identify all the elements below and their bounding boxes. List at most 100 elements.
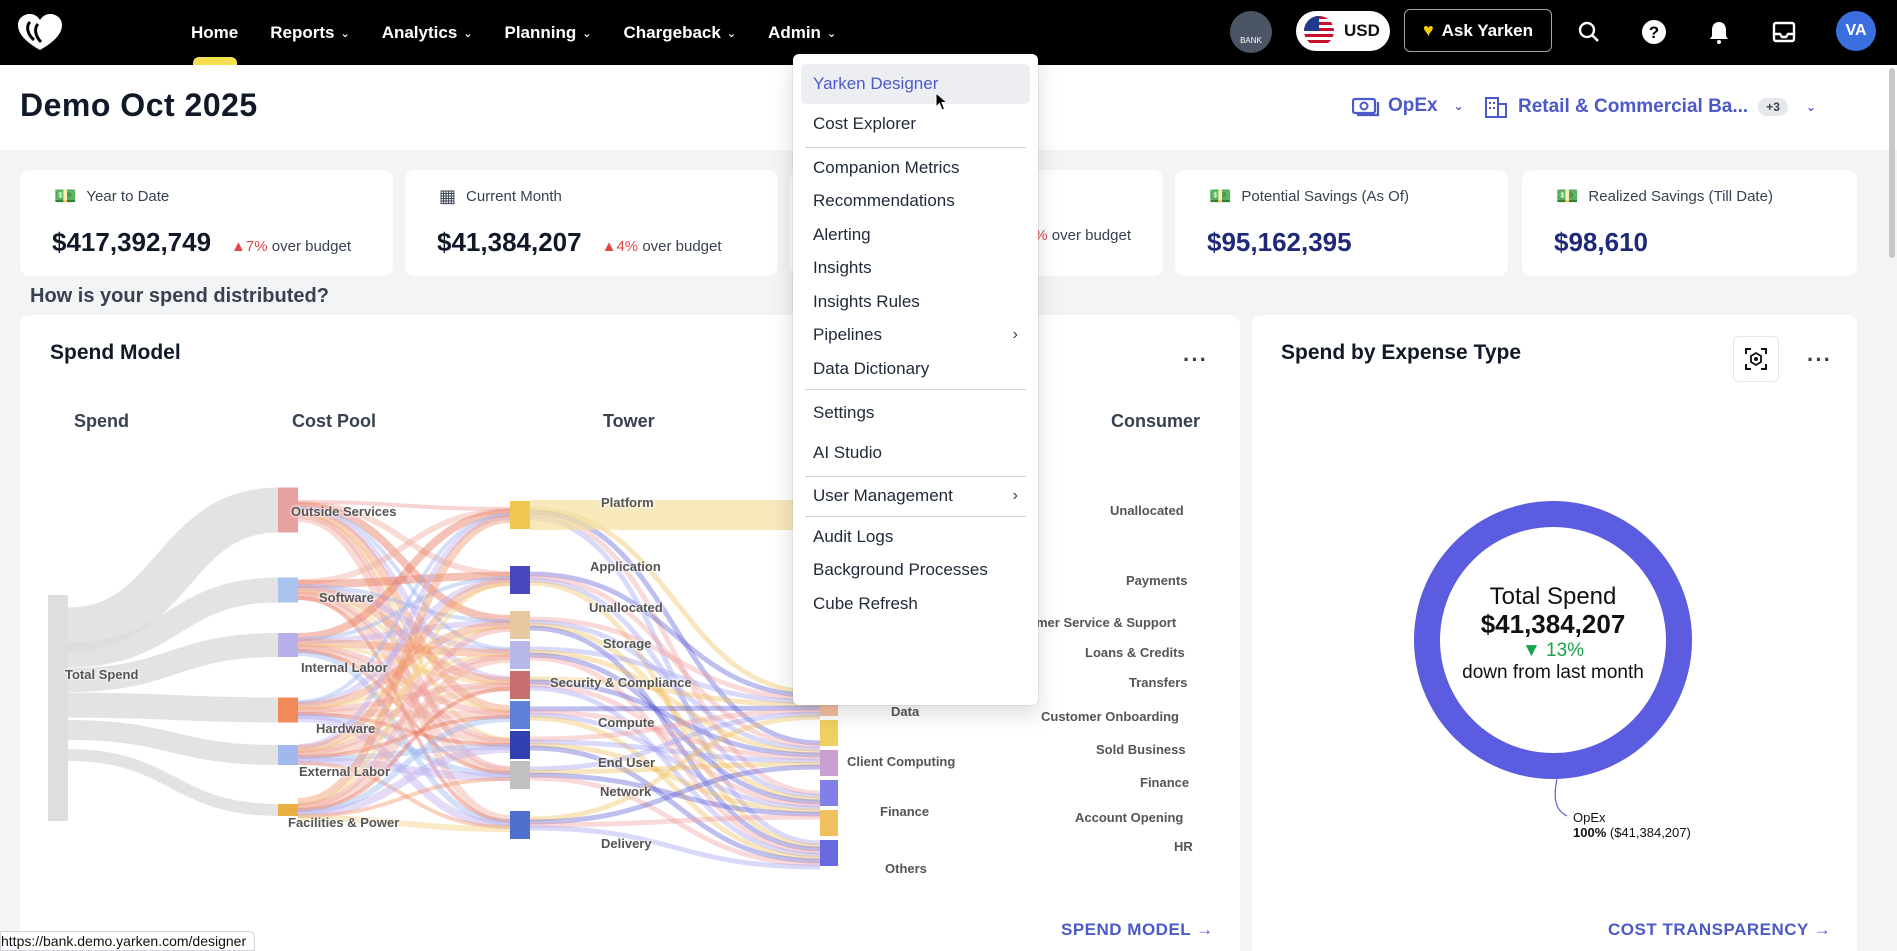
sankey-node-bar[interactable] (510, 701, 530, 729)
more-options-icon[interactable]: ··· (1183, 347, 1208, 372)
sankey-node-bar[interactable] (510, 611, 530, 639)
focus-scan-button[interactable] (1733, 336, 1779, 382)
sankey-node[interactable]: mer Service & Support (1036, 615, 1177, 630)
sankey-node[interactable]: Finance (1140, 775, 1190, 790)
bell-icon[interactable] (1705, 18, 1733, 46)
sankey-node-bar[interactable] (48, 595, 68, 821)
nav-admin[interactable]: Admin ⌄ (752, 0, 852, 65)
menu-item-cube-refresh[interactable]: Cube Refresh (801, 587, 1030, 621)
user-avatar[interactable]: VA (1836, 11, 1876, 51)
nav-analytics[interactable]: Analytics ⌄ (366, 0, 489, 65)
sankey-node-bar[interactable] (510, 811, 530, 839)
sankey-node-bar[interactable] (510, 761, 530, 789)
bank-switcher[interactable]: BANK (1230, 11, 1272, 53)
sankey-node-bar[interactable] (278, 697, 298, 723)
sankey-node[interactable]: Total Spend (65, 667, 139, 682)
sankey-node[interactable]: Compute (598, 715, 655, 730)
menu-item-alerting[interactable]: Alerting (801, 218, 1030, 252)
sankey-node-bar[interactable] (278, 633, 298, 657)
nav-planning[interactable]: Planning ⌄ (489, 0, 608, 65)
search-icon[interactable] (1575, 18, 1603, 46)
inbox-icon[interactable] (1770, 18, 1798, 46)
menu-item-insights[interactable]: Insights (801, 252, 1030, 286)
sankey-node-bar[interactable] (820, 780, 838, 806)
sankey-node-bar[interactable] (510, 731, 530, 759)
menu-item-data-dictionary[interactable]: Data Dictionary (801, 352, 1030, 386)
sankey-node[interactable]: Finance (880, 804, 930, 819)
sankey-node[interactable]: Security & Compliance (550, 675, 692, 690)
menu-item-companion-metrics[interactable]: Companion Metrics (801, 151, 1030, 185)
kpi-delta-text: over budget (1051, 227, 1131, 244)
sankey-node-bar[interactable] (278, 577, 298, 603)
help-icon[interactable]: ? (1640, 18, 1668, 46)
nav-chargeback[interactable]: Chargeback ⌄ (608, 0, 753, 65)
sankey-node-bar[interactable] (278, 745, 298, 765)
sankey-node[interactable]: Application (590, 559, 661, 574)
sankey-node-bar[interactable] (278, 804, 298, 816)
sankey-node[interactable]: Customer Onboarding (1041, 709, 1179, 724)
nav-home[interactable]: Home (175, 0, 254, 67)
sankey-node-bar[interactable] (820, 840, 838, 866)
yarken-logo[interactable] (16, 12, 64, 52)
sankey-node-bar[interactable] (820, 810, 838, 836)
kpi-card-potential-savings[interactable]: 💵 Potential Savings (As Of) $95,162,395 (1175, 170, 1508, 276)
sankey-flow (529, 571, 821, 699)
menu-item-recommendations[interactable]: Recommendations (801, 185, 1030, 219)
kpi-card-ytd[interactable]: 💵 Year to Date $417,392,749 ▲7% over budg… (20, 170, 393, 276)
sankey-node[interactable]: Transfers (1129, 675, 1188, 690)
menu-item-audit-logs[interactable]: Audit Logs (801, 520, 1030, 554)
organization-selector[interactable]: Retail & Commercial Ba... +3 ⌄ (1484, 95, 1816, 119)
expense-type-selector[interactable]: OpEx ⌄ (1352, 95, 1464, 117)
sankey-node[interactable]: Sold Business (1096, 742, 1186, 757)
page-title: Demo Oct 2025 (20, 87, 258, 123)
sankey-node[interactable]: Loans & Credits (1085, 645, 1185, 660)
spend-model-link[interactable]: SPEND MODEL → (1061, 920, 1214, 939)
sankey-node[interactable]: Facilities & Power (288, 815, 400, 830)
sankey-node[interactable]: Others (885, 861, 927, 876)
sankey-node[interactable]: HR (1174, 839, 1193, 854)
menu-item-ai-studio[interactable]: AI Studio (801, 433, 1030, 473)
currency-selector[interactable]: USD (1296, 11, 1390, 51)
sankey-node[interactable]: Network (600, 784, 652, 799)
sankey-node[interactable]: Data (891, 704, 920, 719)
sankey-node[interactable]: Unallocated (589, 600, 663, 615)
menu-item-yarken-designer[interactable]: Yarken Designer (801, 64, 1030, 104)
sankey-node-bar[interactable] (510, 566, 530, 594)
sankey-node[interactable]: Account Opening (1075, 810, 1184, 825)
cost-transparency-link[interactable]: COST TRANSPARENCY → (1608, 920, 1832, 939)
menu-item-label: Cost Explorer (813, 114, 916, 133)
sankey-diagram[interactable] (20, 455, 1020, 875)
menu-item-insights-rules[interactable]: Insights Rules (801, 285, 1030, 319)
sankey-node[interactable]: Payments (1126, 573, 1188, 588)
kpi-card-realized-savings[interactable]: 💵 Realized Savings (Till Date) $98,610 (1522, 170, 1857, 276)
sankey-node[interactable]: External Labor (299, 764, 391, 779)
sankey-node-bar[interactable] (510, 501, 530, 529)
nav-reports[interactable]: Reports ⌄ (254, 0, 365, 65)
sankey-node[interactable]: Platform (601, 495, 654, 510)
sankey-node-bar[interactable] (510, 641, 530, 669)
sankey-node[interactable]: Internal Labor (301, 660, 388, 675)
sankey-node[interactable]: Client Computing (847, 754, 956, 769)
more-options-icon[interactable]: ··· (1807, 347, 1832, 372)
menu-item-background-processes[interactable]: Background Processes (801, 554, 1030, 588)
sankey-node[interactable]: Outside Services (291, 504, 397, 519)
sankey-node[interactable]: Unallocated (1110, 503, 1184, 518)
sankey-node[interactable]: Software (319, 590, 374, 605)
menu-item-cost-explorer[interactable]: Cost Explorer (801, 104, 1030, 144)
sankey-node-bar[interactable] (820, 720, 838, 746)
sankey-node[interactable]: Storage (603, 636, 652, 651)
page-scrollbar[interactable] (1889, 68, 1895, 258)
ask-yarken-button[interactable]: ♥ Ask Yarken (1404, 9, 1552, 52)
kpi-card-current-month[interactable]: ▦ Current Month $41,384,207 ▲4% over budg… (405, 170, 778, 276)
donut-chart[interactable] (1385, 480, 1745, 840)
donut-ring[interactable] (1414, 501, 1692, 779)
sankey-node-bar[interactable] (510, 671, 530, 699)
menu-item-user-management[interactable]: User Management › (801, 480, 1030, 514)
sankey-node-bar[interactable] (278, 487, 298, 533)
menu-item-settings[interactable]: Settings (801, 393, 1030, 433)
sankey-node[interactable]: Delivery (601, 836, 652, 851)
menu-item-pipelines[interactable]: Pipelines › (801, 319, 1030, 353)
sankey-node-bar[interactable] (820, 750, 838, 776)
sankey-node[interactable]: Hardware (316, 721, 376, 736)
sankey-node[interactable]: End User (598, 755, 656, 770)
